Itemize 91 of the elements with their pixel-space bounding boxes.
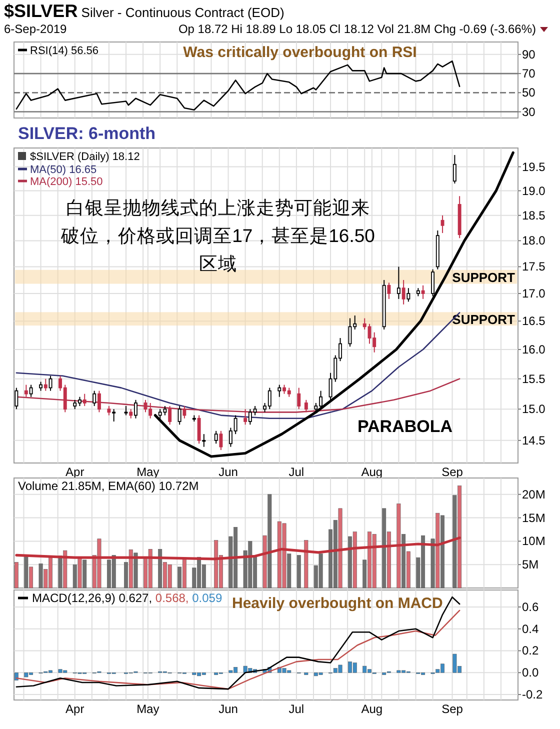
legend-title: $SILVER (Daily) 18.12 (30, 151, 140, 163)
y-tick-label: 14.5 (522, 433, 546, 448)
candlestick (97, 390, 101, 413)
candlestick (452, 154, 456, 184)
y-tick-label: 0.6 (522, 600, 540, 614)
band-label: SUPPORT (452, 312, 516, 327)
candlestick (304, 399, 308, 413)
annotation: Heavily overbought on MACD (232, 595, 444, 612)
y-tick-label: 15M (522, 510, 546, 525)
chart-subtitle: 6-Sep-2019 (4, 22, 68, 36)
candlestick (24, 384, 28, 398)
y-tick-label: 18.0 (522, 234, 546, 248)
chart-title: SILVER: 6-month (18, 124, 156, 143)
candlestick (107, 406, 111, 416)
candlestick (202, 434, 206, 448)
candlestick (219, 430, 223, 451)
candlestick (134, 399, 138, 419)
y-tick-label: 17.5 (522, 260, 546, 274)
annotation: PARABOLA (357, 417, 453, 436)
x-tick-label: Sep (442, 465, 464, 479)
annotation: Was critically overbought on RSI (183, 44, 417, 61)
legend-label: MA(50) 16.65 (30, 164, 97, 176)
line-series (15, 536, 461, 560)
y-tick-label: 0.0 (522, 666, 540, 680)
y-tick-label: 20M (522, 487, 546, 502)
x-tick-label: Apr (66, 702, 84, 716)
y-tick-label: 15.0 (522, 402, 546, 416)
chart-title: Volume 21.85M, EMA(60) 10.72M (18, 479, 199, 493)
y-tick-label: 15.5 (522, 372, 546, 386)
candlestick (129, 408, 133, 419)
y-tick-label: 0.2 (522, 644, 540, 658)
candlestick (178, 406, 182, 426)
x-tick-label: Jul (288, 702, 304, 716)
candlestick (297, 387, 301, 410)
candlestick (214, 430, 218, 444)
candlestick (406, 288, 410, 302)
candlestick (182, 406, 186, 419)
x-tick-label: Aug (361, 702, 383, 716)
y-tick-label: 30 (522, 104, 536, 119)
y-tick-label: 50 (522, 86, 536, 100)
y-tick-label: 90 (522, 47, 536, 62)
y-tick-label: 19.0 (522, 184, 546, 198)
text: 0.568, (152, 591, 189, 605)
candlestick (48, 375, 52, 392)
candlestick (44, 378, 48, 392)
candlestick (421, 284, 425, 300)
x-tick-label: Apr (66, 465, 84, 479)
x-tick-label: Sep (442, 702, 464, 716)
candlestick (244, 408, 248, 426)
candlestick (278, 384, 282, 398)
y-tick-label: 18.5 (522, 208, 546, 222)
y-tick-label: 5M (522, 558, 539, 572)
annotation: 白银呈抛物线式的上涨走势可能迎来破位，价格或回调至17，甚至是16.50区域 (60, 197, 375, 274)
legend-label: MACD(12,26,9) 0.627, (32, 591, 152, 605)
y-tick-label: 70 (522, 66, 536, 81)
y-tick-label: 19.5 (522, 160, 546, 174)
y-tick-label: 0.4 (522, 622, 540, 636)
y-tick-label: 10M (522, 534, 546, 548)
legend-label: MA(200) 15.50 (30, 176, 103, 188)
bar (304, 672, 308, 675)
candlestick (387, 282, 391, 300)
band-label: SUPPORT (452, 270, 516, 285)
x-tick-label: Jun (218, 702, 238, 716)
candlestick (396, 266, 400, 300)
candlestick (168, 406, 172, 426)
candlestick (82, 393, 86, 407)
candlestick (112, 408, 116, 422)
y-tick-label: -0.2 (522, 688, 544, 702)
legend-label: RSI(14) 56.56 (30, 45, 98, 57)
candlestick (431, 268, 435, 297)
x-tick-label: May (136, 465, 160, 479)
candlestick (39, 381, 43, 392)
y-tick-label: 17.0 (522, 286, 546, 300)
candlestick (29, 384, 33, 398)
line-series (16, 60, 460, 111)
candlestick (440, 214, 444, 234)
bar (14, 562, 18, 588)
text: 0.059 (188, 591, 222, 605)
candlestick (92, 390, 96, 407)
x-tick-label: May (136, 702, 160, 716)
x-tick-label: Jul (288, 465, 304, 479)
bar (304, 540, 308, 588)
y-tick-label: 16.5 (522, 314, 546, 328)
candlestick (197, 414, 201, 444)
chart-title: $SILVER Silver - Continuous Contract (EOD) (4, 1, 284, 21)
y-tick-label: 16.0 (522, 342, 546, 356)
candlestick (124, 406, 128, 416)
text: Op 18.72 Hi 18.89 Lo 18.05 Cl 18.12 Vol 21.8M Chg -0.69 (-3.66%) (178, 22, 536, 36)
x-tick-label: Jun (218, 465, 238, 479)
candlestick (402, 280, 406, 305)
bar (296, 555, 301, 588)
